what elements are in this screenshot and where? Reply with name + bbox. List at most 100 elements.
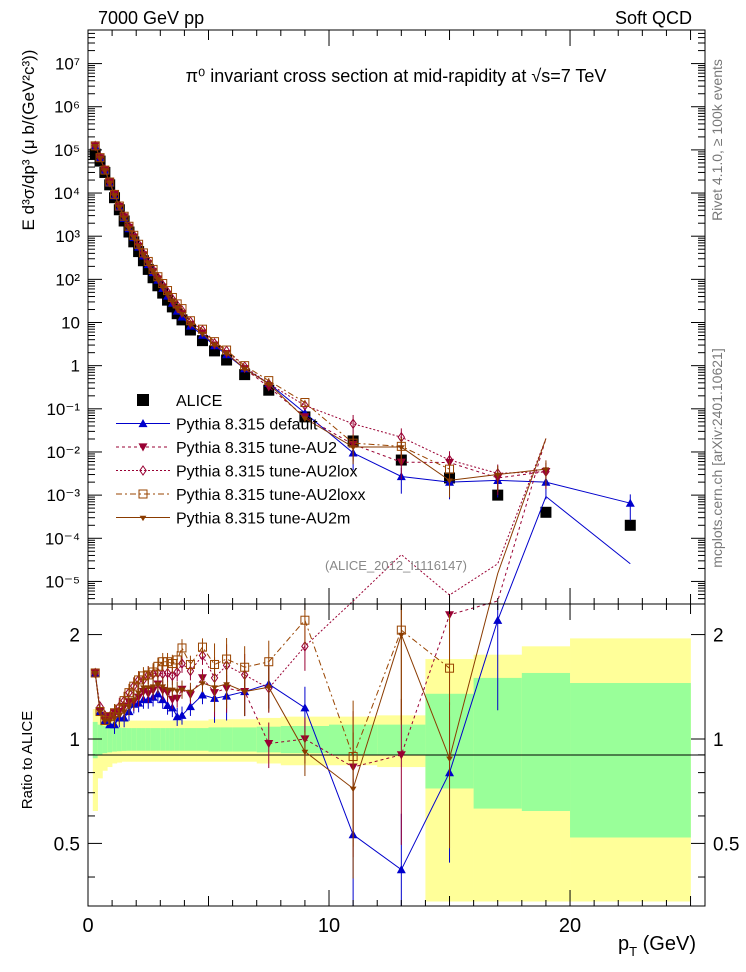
- data-point: [300, 615, 310, 625]
- analysis-label: (ALICE_2012_I1116147): [325, 558, 467, 573]
- data-point: [147, 272, 159, 284]
- y-tick-label-right: 1: [713, 730, 724, 751]
- data-point: [209, 345, 221, 357]
- y-tick-label: 1: [69, 730, 80, 751]
- data-point: [173, 688, 181, 695]
- data-point: [159, 284, 167, 291]
- legend-label: Pythia 8.315 default: [176, 417, 318, 434]
- x-tick-label: 0: [82, 915, 93, 937]
- inner-band-bin: [116, 727, 123, 752]
- data-point: [199, 331, 206, 338]
- inner-band-bin: [220, 727, 233, 752]
- data-point: [124, 688, 134, 698]
- data-point: [185, 659, 195, 669]
- data-point: [199, 681, 206, 687]
- data-point: [166, 301, 178, 313]
- data-point: [163, 667, 172, 679]
- legend-item-default: Pythia 8.315 default: [116, 417, 318, 434]
- data-point: [265, 381, 273, 388]
- data-point: [178, 311, 186, 318]
- y-tick-label: 10²: [55, 270, 80, 289]
- data-point: [130, 697, 138, 704]
- data-point: [164, 687, 171, 693]
- inner-band-bin: [232, 727, 258, 752]
- uncertainty-bands: [92, 638, 691, 902]
- y-tick-label: 10⁻⁵: [45, 572, 80, 591]
- data-point: [154, 682, 162, 688]
- data-point: [223, 682, 230, 688]
- data-point: [153, 661, 163, 671]
- inner-band-bin: [174, 728, 180, 751]
- inner-band-bin: [121, 727, 127, 751]
- legend-marker: [139, 515, 147, 522]
- data-point: [101, 718, 109, 725]
- data-point: [264, 657, 274, 667]
- data-point: [241, 689, 249, 696]
- data-point: [129, 681, 139, 691]
- data-point: [125, 704, 133, 711]
- data-point: [163, 700, 173, 709]
- legend-item-au2m: Pythia 8.315 tune-AU2m: [116, 511, 350, 528]
- inner-band-bin: [196, 728, 209, 751]
- data-point: [197, 642, 207, 652]
- main-panel: 10⁻⁵ 10⁻⁴ 10⁻³ 10⁻² 10⁻¹ 1 10 10² 10³ 10⁴ 10⁵ 10⁶ 10…: [45, 29, 706, 605]
- data-point: [187, 322, 194, 328]
- data-point: [301, 640, 309, 652]
- data-point: [168, 298, 176, 305]
- data-point: [301, 416, 309, 422]
- y-tick-label: 0.5: [54, 834, 80, 855]
- data-point: [624, 519, 636, 531]
- data-point: [197, 690, 207, 699]
- data-point: [446, 478, 453, 484]
- data-point: [100, 165, 110, 175]
- data-point: [185, 702, 195, 711]
- rivet-label: Rivet 4.1.0, ≥ 100k events: [709, 59, 725, 221]
- ratio-y-axis-label: Ratio to ALICE: [19, 711, 36, 809]
- legend-marker: [138, 419, 148, 428]
- data-point: [540, 506, 552, 518]
- data-point: [446, 756, 453, 762]
- data-point: [135, 690, 142, 697]
- inner-band-bin: [521, 672, 571, 812]
- inner-band-bin: [150, 728, 156, 751]
- data-point: [445, 663, 455, 673]
- mcplots-label: mcplots.cern.ch [arXiv:2401.10621]: [709, 348, 725, 567]
- legend-label: Pythia 8.315 tune-AU2loxx: [176, 487, 365, 504]
- data-point: [90, 141, 100, 151]
- data-point: [91, 144, 99, 150]
- data-point: [140, 252, 147, 258]
- legend: ALICE Pythia 8.315 default Pythia 8.315 tu…: [116, 393, 365, 528]
- data-point: [300, 703, 310, 712]
- x-axis-label: pT (GeV): [618, 933, 696, 959]
- data-point: [494, 472, 502, 479]
- ratio-series: [90, 438, 631, 906]
- data-point: [96, 709, 104, 716]
- data-point: [221, 354, 233, 366]
- data-point: [301, 749, 309, 756]
- legend-item-au2lox: Pythia 8.315 tune-AU2lox: [116, 464, 357, 481]
- data-point: [184, 324, 196, 336]
- data-point: [95, 153, 105, 163]
- data-point: [140, 685, 147, 691]
- data-point: [159, 684, 167, 690]
- inner-band-bin: [155, 728, 161, 751]
- data-point: [211, 685, 218, 691]
- inner-band-bin: [131, 728, 137, 751]
- data-point: [96, 155, 104, 162]
- inner-band-bin: [107, 726, 113, 753]
- y-tick-label: 10⁷: [55, 55, 80, 74]
- data-point: [173, 305, 181, 312]
- data-point: [349, 418, 357, 430]
- data-point: [142, 263, 154, 275]
- data-point: [158, 657, 168, 667]
- y-tick-label: 10⁴: [54, 184, 80, 203]
- data-point: [396, 865, 406, 874]
- y-tick-label: 10⁻³: [46, 486, 80, 505]
- data-point: [111, 193, 118, 199]
- inner-band-bin: [184, 728, 197, 751]
- legend-label: Pythia 8.315 tune-AU2m: [176, 511, 350, 528]
- data-point: [89, 148, 101, 160]
- series-au2m: [91, 438, 547, 879]
- data-point: [91, 671, 99, 677]
